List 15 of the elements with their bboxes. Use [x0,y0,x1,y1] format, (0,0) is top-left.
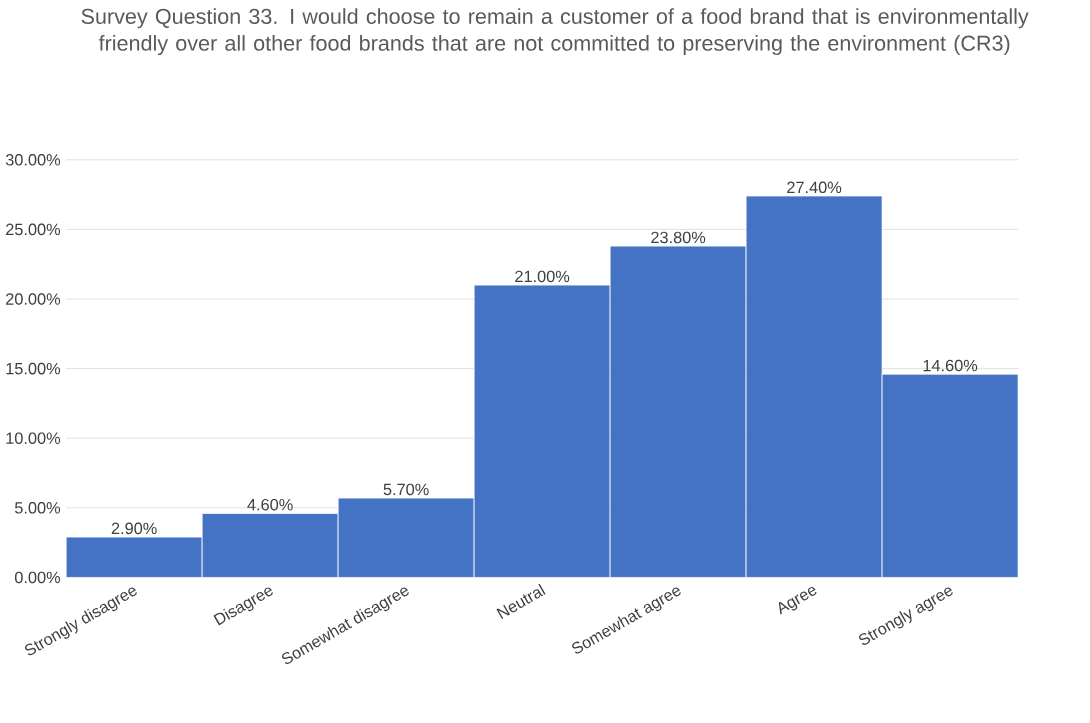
chart-title: Survey Question 33. I would choose to remain a customer of a food brand that is environmentally friendly over all other food brands that are not committed to preserving the environment (CR3) [81,8,1029,56]
data-label: 27.40% [787,181,842,194]
y-tick-label: 15.00% [6,363,61,375]
data-label: 23.80% [651,231,706,244]
y-tick-label: 5.00% [14,502,61,514]
y-tick-label: 30.00% [5,154,61,166]
y-tick-label: 0.00% [14,571,61,584]
y-tick-label: 25.00% [6,223,61,236]
y-tick-label: 20.00% [6,293,61,306]
data-label: 21.00% [515,270,570,283]
data-label: 2.90% [111,522,157,535]
data-label: 4.60% [247,499,293,511]
data-label: 14.60% [923,359,978,372]
data-label: 5.70% [383,483,429,496]
y-tick-label: 10.00% [6,432,61,445]
